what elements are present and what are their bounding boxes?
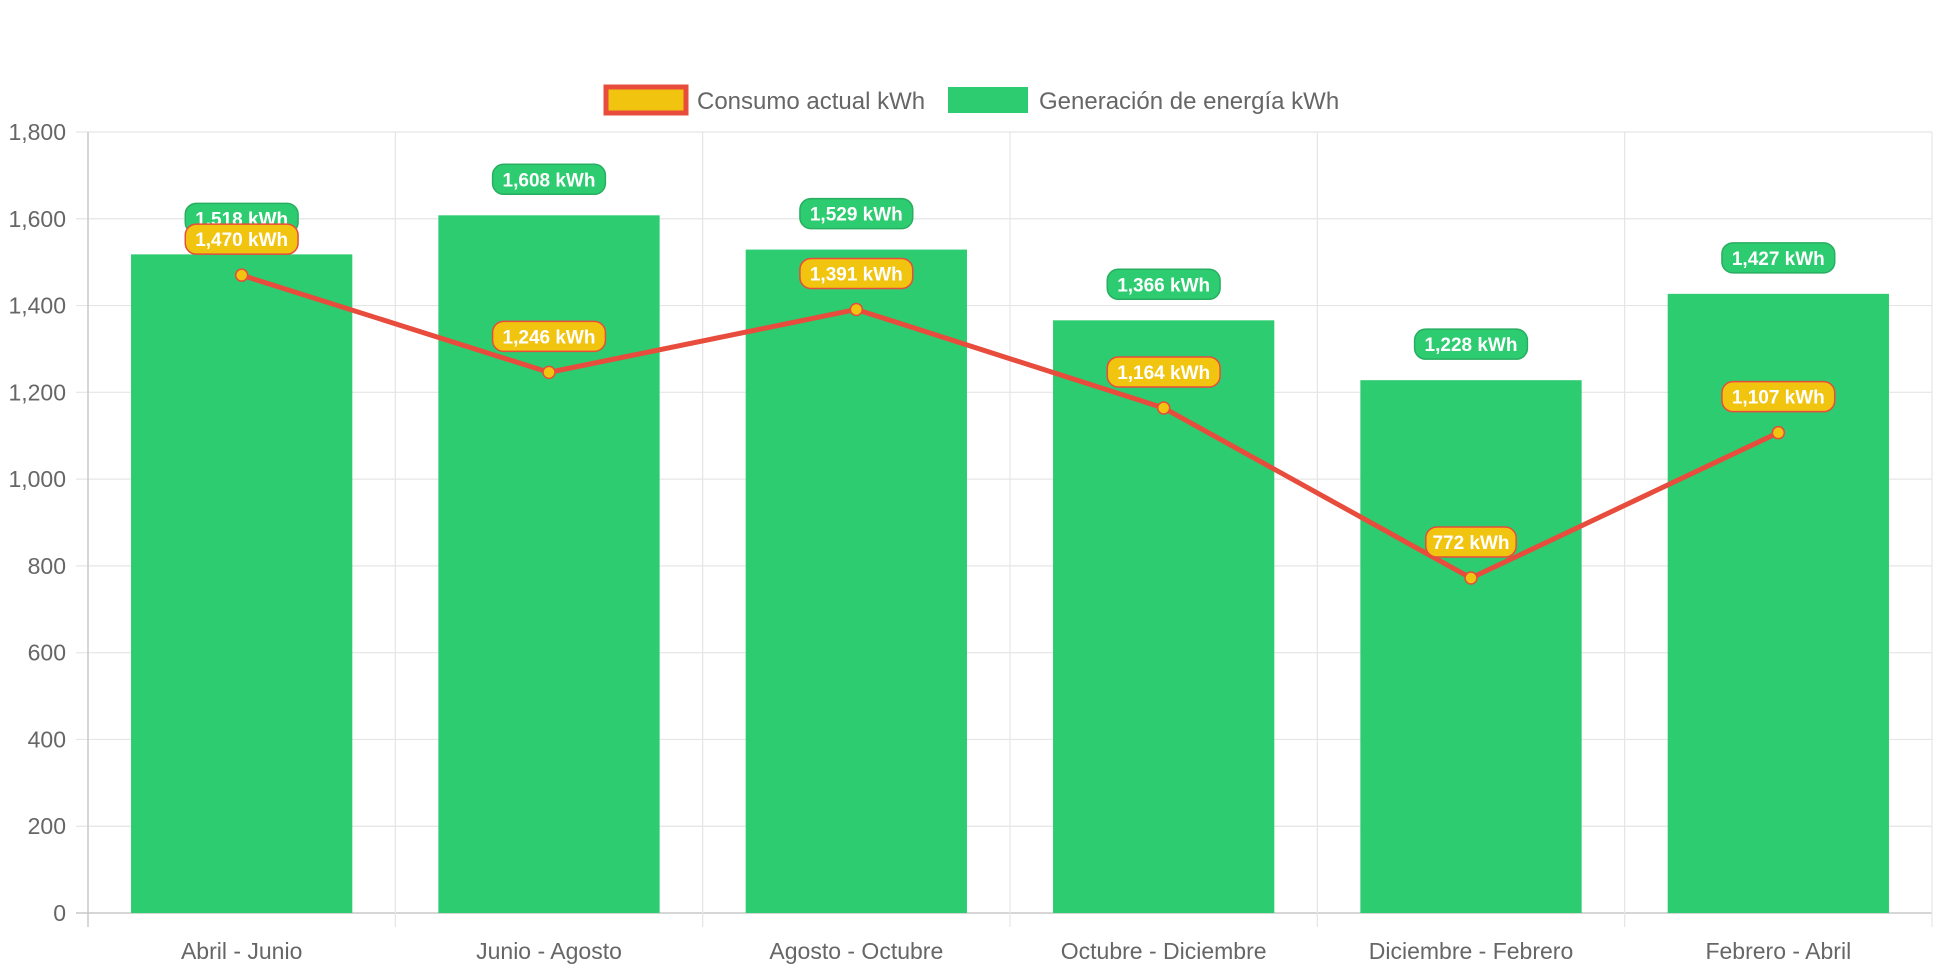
y-tick-label: 1,400 [8, 293, 66, 319]
line-value-label: 1,470 kWh [184, 223, 299, 255]
bar-value-label-background [1413, 328, 1529, 360]
y-tick-label: 0 [53, 900, 66, 926]
legend-label-generacion: Generación de energía kWh [1039, 88, 1339, 115]
point-consumo [1771, 425, 1786, 440]
point-consumo [1156, 401, 1171, 415]
line-value-label-text: 1,470 kWh [195, 230, 288, 251]
bar-generacion [1053, 320, 1275, 914]
line-value-label-background [799, 257, 914, 290]
line-value-label: 1,107 kWh [1721, 380, 1836, 413]
x-tick-label: Agosto - Octubre [769, 938, 943, 964]
bar-value-label: 1,366 kWh [1106, 268, 1221, 301]
bar-value-label: 1,608 kWh [491, 163, 607, 196]
bar-value-label-background [1106, 268, 1221, 301]
line-value-label-text: 1,246 kWh [503, 327, 596, 348]
point-consumo [1464, 571, 1478, 585]
legend: Consumo actual kWh Generación de energía … [603, 84, 1339, 116]
legend-label-consumo: Consumo actual kWh [697, 88, 925, 115]
line-value-label-background [1106, 356, 1221, 388]
bar-generacion [131, 254, 353, 913]
point-consumo [234, 268, 249, 282]
line-value-label: 1,164 kWh [1106, 356, 1221, 388]
line-value-label-text: 1,164 kWh [1117, 363, 1210, 384]
bar-value-label-text: 1,529 kWh [810, 205, 903, 226]
bar-value-label-text: 1,608 kWh [503, 170, 596, 191]
y-tick-label: 1,800 [8, 119, 66, 145]
line-consumo [240, 272, 1780, 581]
bar-value-label: 1,529 kWh [799, 197, 914, 230]
line-value-label-background [1721, 380, 1836, 413]
x-tick-label: Diciembre - Febrero [1369, 938, 1574, 964]
y-tick-label: 400 [28, 726, 66, 752]
line-value-label: 1,246 kWh [491, 320, 607, 353]
line-series [234, 268, 1786, 585]
line-value-label: 772 kWh [1425, 526, 1517, 558]
x-tick-label: Junio - Agosto [476, 938, 622, 964]
y-tick-label: 1,600 [8, 206, 66, 232]
line-value-label-background [491, 320, 607, 353]
bar-value-label-background [1721, 242, 1836, 274]
bar-value-label-background [491, 163, 607, 196]
line-value-label-background [1425, 526, 1517, 558]
x-tick-label: Abril - Junio [181, 938, 302, 964]
bar-value-label-text: 1,427 kWh [1732, 249, 1825, 270]
line-value-label: 1,391 kWh [799, 257, 914, 290]
grid-lines [76, 131, 1933, 927]
legend-swatch-generacion [948, 87, 1028, 113]
bar-generacion [745, 249, 967, 914]
bar-value-label-text: 1,228 kWh [1425, 335, 1518, 356]
bar-generacion [1360, 380, 1582, 913]
bar-series [131, 215, 1889, 914]
line-value-label-text: 1,107 kWh [1732, 388, 1825, 409]
y-tick-label: 1,000 [8, 466, 66, 492]
point-consumo [849, 302, 864, 317]
y-axis-ticks: 0 200 400 600 800 1,000 1,200 1,400 1,600 1,800 [8, 119, 66, 926]
y-tick-label: 600 [28, 640, 66, 666]
y-tick-label: 1,200 [8, 379, 66, 405]
x-axis-ticks: Abril - Junio Junio - Agosto Agosto - Octu… [181, 938, 1851, 964]
x-tick-label: Febrero - Abril [1705, 938, 1851, 964]
point-consumo [542, 365, 556, 380]
line-value-label-text: 1,391 kWh [810, 264, 903, 285]
bar-generacion [438, 215, 660, 914]
y-tick-label: 200 [28, 813, 66, 839]
legend-item-generacion[interactable]: Generación de energía kWh [948, 87, 1339, 115]
bar-value-label-background [799, 197, 914, 230]
x-tick-label: Octubre - Diciembre [1061, 938, 1267, 964]
bar-value-label: 1,427 kWh [1721, 242, 1836, 274]
line-value-label-background [184, 223, 299, 255]
legend-item-consumo[interactable]: Consumo actual kWh [603, 84, 925, 116]
bar-value-label-text: 1,366 kWh [1117, 275, 1210, 296]
legend-swatch-consumo [603, 84, 689, 116]
bar-value-label: 1,228 kWh [1413, 328, 1529, 360]
y-tick-label: 800 [28, 553, 66, 579]
line-value-label-text: 772 kWh [1432, 533, 1509, 554]
